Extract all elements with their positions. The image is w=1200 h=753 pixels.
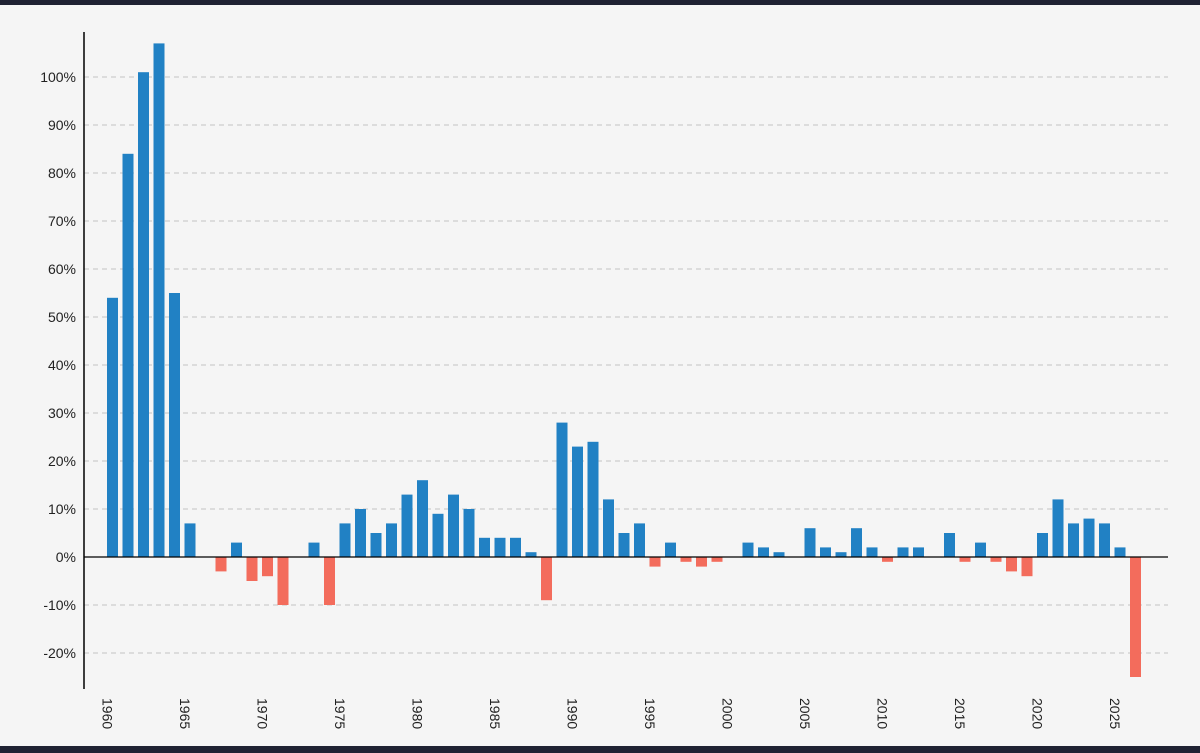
y-tick-label: 100% [40,69,76,85]
bar-1967 [215,557,227,572]
y-tick-label: 50% [48,309,76,325]
bar-2011 [897,547,909,557]
bar-1979 [401,494,413,557]
bar-2025 [1114,547,1126,557]
x-tick-label: 1980 [410,698,426,729]
y-tick-label: -20% [43,645,76,661]
bar-2003 [773,552,785,557]
bar-2010 [882,557,893,562]
bar-1997 [680,557,692,562]
bar-1970 [262,557,273,577]
x-tick-label: 1990 [565,698,581,729]
x-tick-label: 1985 [487,698,503,729]
bar-1985 [494,537,506,557]
bar-2007 [835,552,847,557]
x-tick-label: 2010 [875,698,891,729]
bar-1982 [448,494,459,557]
bar-2008 [851,528,862,557]
bar-1992 [603,499,614,557]
y-tick-label: 0% [56,549,76,565]
bar-1965 [184,523,196,557]
x-tick-labels: 1960 1965 1970 1975 1980 1985 1990 1995 2000 2005… [100,698,1124,729]
bar-2026 [1130,557,1141,677]
bar-2021 [1052,499,1064,557]
bar-1974 [324,557,335,605]
x-tick-label: 2015 [952,698,968,729]
bar-1986 [510,537,521,557]
bar-1977 [370,533,382,557]
x-tick-label: 1965 [177,698,193,729]
bar-1980 [417,480,428,557]
y-tick-label: 30% [48,405,76,421]
x-tick-label: 1995 [642,698,658,729]
axes [83,32,1168,689]
x-tick-label: 2000 [720,698,736,729]
bar-1990 [572,446,583,557]
gridlines [84,76,1168,654]
bar-1998 [696,557,707,567]
y-tick-label: 70% [48,213,76,229]
bar-2009 [866,547,878,557]
bar-2014 [944,533,955,557]
bar-1973 [308,542,320,557]
bar-2012 [913,547,924,557]
bar-1963 [153,43,165,557]
y-tick-label: 80% [48,165,76,181]
y-tick-label: 20% [48,453,76,469]
bar-2015 [959,557,971,562]
bar-2020 [1037,533,1048,557]
x-tick-label: 2005 [797,698,813,729]
bar-2018 [1006,557,1017,572]
x-tick-label: 1960 [100,698,116,729]
y-tick-label: -10% [43,597,76,613]
bar-1996 [665,542,676,557]
bars [107,43,1141,677]
bar-1994 [634,523,645,557]
bar-1984 [479,537,490,557]
x-tick-label: 2025 [1107,698,1123,729]
bar-1961 [122,153,134,558]
bar-2005 [804,528,816,557]
y-tick-label: 60% [48,261,76,277]
bar-1964 [169,293,180,557]
bar-1989 [556,422,568,557]
bar-1968 [231,542,242,557]
bar-1981 [432,513,444,557]
bar-1993 [618,533,630,557]
bar-1987 [525,552,537,557]
bar-1975 [339,523,351,557]
bar-1960 [107,297,118,557]
bar-2023 [1083,518,1095,557]
bar-1962 [138,72,149,557]
bar-2022 [1068,523,1079,557]
bar-chart: -20% -10% 0% 10% 20% 30% 40% 50% 60% 70% 80% 90% 100… [40,32,1168,729]
bar-1995 [649,557,661,567]
bar-2006 [820,547,831,557]
bar-1978 [386,523,397,557]
bar-1988 [541,557,552,601]
y-tick-label: 10% [48,501,76,517]
x-tick-label: 1975 [332,698,348,729]
y-tick-label: 90% [48,117,76,133]
y-tick-labels: -20% -10% 0% 10% 20% 30% 40% 50% 60% 70% 80% 90% 100… [40,69,76,661]
bar-2017 [990,557,1002,562]
bar-2019 [1021,557,1033,577]
x-tick-label: 2020 [1030,698,1046,729]
x-tick-label: 1970 [255,698,271,729]
bar-2024 [1099,523,1110,557]
bar-1983 [463,509,475,557]
bar-1969 [246,557,258,581]
bar-1991 [587,441,599,557]
bar-1976 [355,509,366,557]
bar-1999 [711,557,723,562]
chart-panel: -20% -10% 0% 10% 20% 30% 40% 50% 60% 70% 80% 90% 100… [0,5,1200,746]
y-tick-label: 40% [48,357,76,373]
bar-2016 [975,542,986,557]
bar-2001 [742,542,754,557]
bar-1971 [277,557,289,605]
bar-2002 [758,547,769,557]
